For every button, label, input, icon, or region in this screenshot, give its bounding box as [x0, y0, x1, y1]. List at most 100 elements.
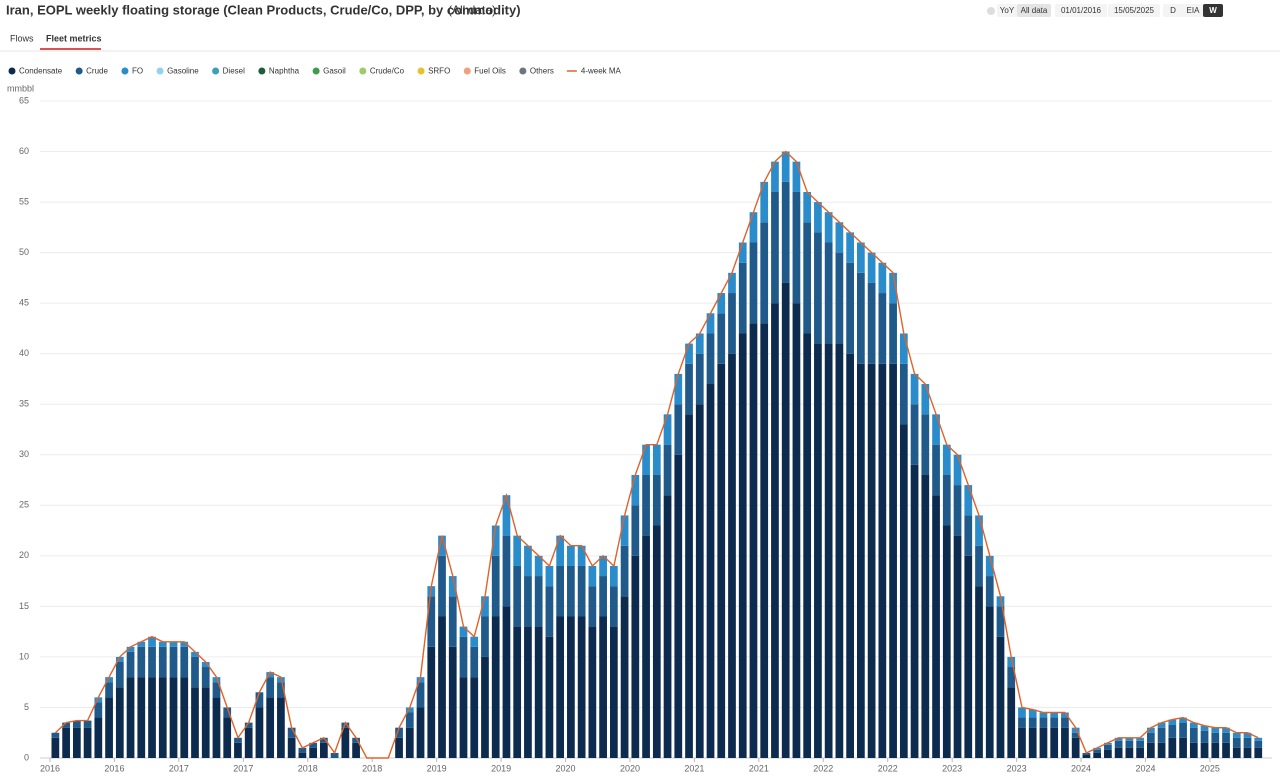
- bar-segment: [1018, 717, 1026, 728]
- control-button[interactable]: [1163, 4, 1183, 17]
- x-tick-label: 2024: [1135, 763, 1155, 773]
- bar-segment: [942, 474, 951, 526]
- bar-segment: [448, 646, 457, 758]
- bar-segment: [846, 262, 854, 354]
- bar-segment: [631, 555, 640, 758]
- bar-segment: [72, 727, 81, 758]
- bar-segment: [266, 677, 275, 698]
- control-button[interactable]: [1017, 4, 1051, 17]
- bar-segment: [567, 616, 575, 758]
- legend-label[interactable]: FO: [132, 67, 143, 76]
- legend-label[interactable]: Naphtha: [269, 67, 300, 76]
- bar-segment: [738, 262, 747, 334]
- x-tick-label: 2016: [104, 763, 124, 773]
- control-label[interactable]: YoY: [1000, 6, 1015, 15]
- bar-segment: [953, 485, 962, 536]
- bar-segment: [674, 404, 683, 455]
- bar-segment: [921, 414, 930, 475]
- control-button[interactable]: [1181, 4, 1205, 17]
- bar-segment: [115, 687, 124, 758]
- bar-segment: [491, 616, 500, 758]
- legend-label[interactable]: 4-week MA: [581, 67, 622, 76]
- bar-segment: [438, 555, 446, 617]
- bar-segment: [588, 565, 597, 587]
- bar-segment: [1168, 719, 1177, 725]
- bar-segment: [1232, 747, 1241, 758]
- bar-segment: [1136, 747, 1144, 758]
- bar-segment: [158, 677, 167, 758]
- bar-segment: [395, 727, 403, 738]
- legend-label[interactable]: Condensate: [19, 67, 63, 76]
- control-button[interactable]: [1108, 4, 1160, 17]
- legend-label[interactable]: Others: [530, 67, 554, 76]
- legend-label[interactable]: Diesel: [223, 67, 245, 76]
- control-label[interactable]: D: [1170, 6, 1176, 15]
- legend-swatch: [75, 67, 83, 75]
- bar-segment: [771, 191, 779, 304]
- y-tick-label: 55: [19, 196, 29, 206]
- bar-segment: [942, 444, 951, 475]
- x-tick-label: 2016: [40, 763, 60, 773]
- bar-segment: [706, 313, 715, 334]
- bar-segment: [191, 687, 199, 758]
- tab[interactable]: Flows: [10, 33, 34, 43]
- bar-segment: [771, 161, 779, 192]
- bar-segment: [652, 474, 661, 526]
- bar-segment: [1039, 717, 1048, 728]
- bar-segment: [1211, 732, 1220, 743]
- bar-segment: [878, 293, 887, 364]
- control-label[interactable]: W: [1209, 6, 1217, 15]
- control-label[interactable]: EIA: [1187, 6, 1201, 15]
- bar-segment: [695, 404, 704, 758]
- bar-segment: [212, 697, 221, 758]
- bar-segment: [180, 646, 189, 678]
- bar-segment: [534, 626, 543, 758]
- bar-segment: [1028, 709, 1037, 718]
- control-label[interactable]: 15/05/2025: [1114, 6, 1155, 15]
- legend-label[interactable]: Fuel Oils: [474, 67, 506, 76]
- bar-segment: [1104, 742, 1112, 745]
- bar-segment: [405, 707, 414, 713]
- legend-label[interactable]: Gasoline: [167, 67, 199, 76]
- bar-segment: [481, 656, 489, 758]
- control-button[interactable]: [997, 4, 1017, 17]
- bar-segment: [1050, 712, 1059, 718]
- tab-active[interactable]: Fleet metrics: [46, 33, 102, 43]
- bar-segment: [405, 712, 414, 728]
- control-label[interactable]: 01/01/2016: [1061, 6, 1102, 15]
- bar-segment: [685, 414, 693, 758]
- bar-segment: [910, 373, 919, 405]
- bar-segment: [1179, 717, 1187, 723]
- toggle[interactable]: [987, 7, 995, 15]
- bar-segment: [51, 732, 60, 738]
- bar-segment: [964, 515, 973, 556]
- x-tick-label: 2023: [942, 763, 962, 773]
- bar-segment: [609, 565, 618, 587]
- bar-segment: [416, 707, 425, 758]
- bar-segment: [588, 626, 597, 758]
- bar-segment: [148, 636, 156, 647]
- y-tick-label: 60: [19, 146, 29, 156]
- control-button[interactable]: [1203, 4, 1223, 17]
- legend-label[interactable]: Gasoil: [323, 67, 346, 76]
- bar-segment: [180, 677, 189, 758]
- bar-segment: [201, 687, 210, 758]
- bar-segment: [781, 151, 790, 182]
- bar-segment: [953, 535, 962, 758]
- control-button[interactable]: [1055, 4, 1107, 17]
- bar-segment: [148, 677, 156, 758]
- control-label[interactable]: All data: [1021, 6, 1048, 15]
- legend-label[interactable]: Crude/Co: [370, 67, 405, 76]
- bar-segment: [62, 727, 70, 758]
- legend-label[interactable]: Crude: [86, 67, 108, 76]
- bar-segment: [502, 495, 511, 536]
- x-tick-label: 2022: [813, 763, 833, 773]
- bar-segment: [814, 202, 822, 233]
- bar-segment: [975, 545, 983, 587]
- bar-segment: [1093, 752, 1102, 758]
- bar-segment: [405, 727, 414, 758]
- bar-segment: [1007, 656, 1016, 668]
- bar-segment: [1243, 747, 1252, 758]
- bar-segment: [889, 272, 897, 304]
- legend-label[interactable]: SRFO: [428, 67, 450, 76]
